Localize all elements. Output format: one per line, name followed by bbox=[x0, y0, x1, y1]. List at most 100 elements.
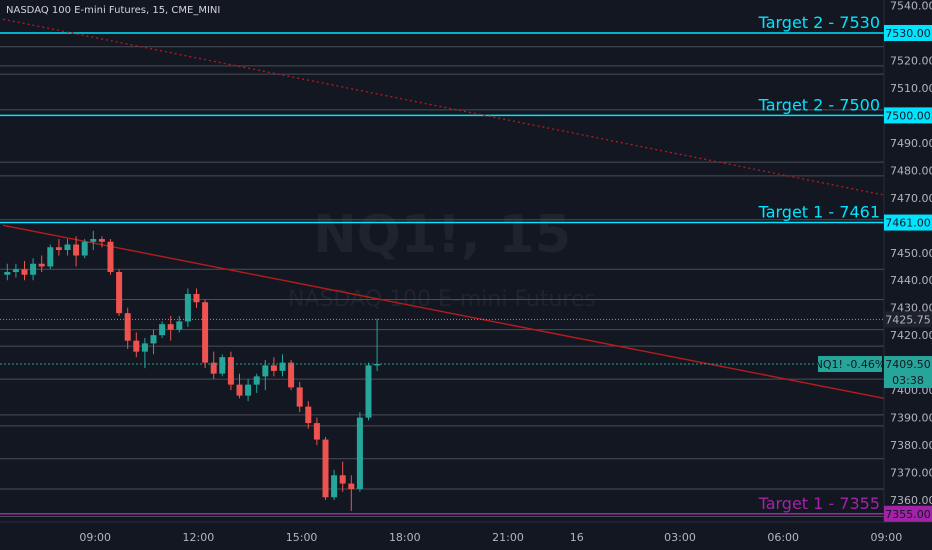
time-tick-label: 09:00 bbox=[871, 531, 903, 544]
target-level-lines: Target 2 - 7530 Target 2 - 7500 Target 1 -… bbox=[0, 13, 884, 515]
candle bbox=[313, 417, 320, 446]
candle bbox=[141, 337, 148, 369]
candle bbox=[133, 332, 140, 358]
candle-body bbox=[116, 271, 123, 314]
trendlines bbox=[2, 18, 885, 400]
solid-trendline bbox=[2, 224, 885, 400]
price-tick-label: 7360.00 bbox=[890, 494, 932, 507]
time-axis-background bbox=[0, 522, 932, 550]
candle bbox=[288, 359, 295, 391]
target-level-tag: 7530.00 bbox=[885, 27, 931, 40]
target-level-tag: 7500.00 bbox=[885, 109, 931, 122]
candle-body bbox=[374, 364, 381, 366]
candle-body bbox=[98, 239, 105, 242]
price-tick-label: 7420.00 bbox=[890, 329, 932, 342]
price-tick-label: 7520.00 bbox=[890, 54, 932, 67]
target-level-label: Target 2 - 7530 bbox=[758, 13, 880, 32]
candle bbox=[202, 299, 209, 369]
candle-body bbox=[227, 357, 234, 385]
candle-body bbox=[202, 302, 209, 363]
candle bbox=[193, 288, 200, 308]
candle bbox=[73, 236, 80, 267]
candle-body bbox=[159, 324, 166, 336]
price-axis[interactable]: 7360.007370.007380.007390.007400.007410.… bbox=[883, 0, 932, 522]
price-tick-label: 7540.00 bbox=[890, 0, 932, 12]
candle bbox=[270, 357, 277, 377]
price-tick-label: 7380.00 bbox=[890, 439, 932, 452]
time-tick-label: 06:00 bbox=[767, 531, 799, 544]
last-price-label: NQ1! -0.46% bbox=[815, 358, 886, 371]
candle-body bbox=[331, 475, 338, 498]
candle-body bbox=[279, 362, 286, 371]
candle bbox=[107, 239, 114, 275]
candle-body bbox=[141, 343, 148, 352]
target-level-tag-bg bbox=[884, 24, 932, 41]
candle bbox=[348, 475, 355, 512]
price-lines bbox=[0, 318, 884, 365]
candle bbox=[81, 239, 88, 259]
candlestick-series bbox=[4, 230, 381, 512]
candle-body bbox=[339, 475, 346, 484]
price-tick-label: 7470.00 bbox=[890, 192, 932, 205]
candle-body bbox=[348, 483, 355, 490]
candle-body bbox=[296, 387, 303, 407]
target-level-tag-bg bbox=[884, 505, 932, 522]
candle-body bbox=[236, 384, 243, 396]
candle bbox=[356, 412, 363, 492]
candle-body bbox=[30, 263, 37, 275]
candle-body bbox=[73, 244, 80, 256]
time-tick-label: 15:00 bbox=[286, 531, 318, 544]
candle-body bbox=[124, 313, 131, 341]
last-price-label-bg bbox=[818, 356, 882, 373]
candle-body bbox=[64, 244, 71, 251]
price-tick-label: 7480.00 bbox=[890, 164, 932, 177]
chart-title: NASDAQ 100 E-mini Futures, 15, CME_MINI bbox=[6, 5, 220, 16]
candle-body bbox=[38, 263, 45, 267]
candle bbox=[124, 307, 131, 349]
candle-body bbox=[133, 340, 140, 352]
last-price-indicator: NQ1! -0.46% 7409.50 03:38 bbox=[815, 356, 932, 389]
candle bbox=[167, 315, 174, 341]
candle bbox=[55, 239, 62, 256]
crosshair-price-tag: 7425.75 bbox=[884, 311, 932, 328]
candle bbox=[47, 244, 54, 270]
candle-body bbox=[356, 417, 363, 490]
candle bbox=[305, 401, 312, 429]
target-level-label: Target 1 - 7461 bbox=[758, 203, 880, 222]
candle-body bbox=[245, 384, 252, 396]
crosshair-tag-value: 7425.75 bbox=[885, 313, 931, 326]
price-tick-label: 7370.00 bbox=[890, 467, 932, 480]
candle-body bbox=[21, 269, 28, 275]
candle bbox=[236, 373, 243, 399]
time-tick-label: 18:00 bbox=[389, 531, 421, 544]
price-axis-background bbox=[884, 0, 932, 522]
candle-body bbox=[210, 362, 217, 374]
price-tick-label: 7390.00 bbox=[890, 412, 932, 425]
candle-body bbox=[47, 247, 54, 267]
candle bbox=[159, 321, 166, 338]
time-tick-label: 09:00 bbox=[79, 531, 111, 544]
last-price-value: 7409.50 bbox=[885, 358, 931, 371]
candle bbox=[374, 318, 381, 371]
candle bbox=[98, 236, 105, 248]
time-tick-label: 12:00 bbox=[183, 531, 215, 544]
crosshair-tag-bg bbox=[884, 311, 932, 328]
candle-body bbox=[253, 376, 260, 385]
candle bbox=[219, 354, 226, 377]
candle bbox=[116, 269, 123, 316]
time-tick-label: 21:00 bbox=[492, 531, 524, 544]
candle bbox=[339, 461, 346, 492]
candle bbox=[38, 255, 45, 272]
candle-body bbox=[219, 357, 226, 374]
target-level-label: Target 1 - 7355 bbox=[758, 494, 880, 513]
candle bbox=[227, 351, 234, 391]
candle bbox=[12, 263, 19, 278]
candle-body bbox=[176, 321, 183, 330]
candle bbox=[262, 359, 269, 391]
candle-body bbox=[193, 293, 200, 303]
time-axis[interactable]: 09:00 12:00 15:00 18:00 21:00 16 03:00 06:00 09:… bbox=[0, 521, 932, 550]
watermark-symbol: NQ1!, 15 bbox=[313, 205, 571, 265]
candle-body bbox=[55, 247, 62, 251]
